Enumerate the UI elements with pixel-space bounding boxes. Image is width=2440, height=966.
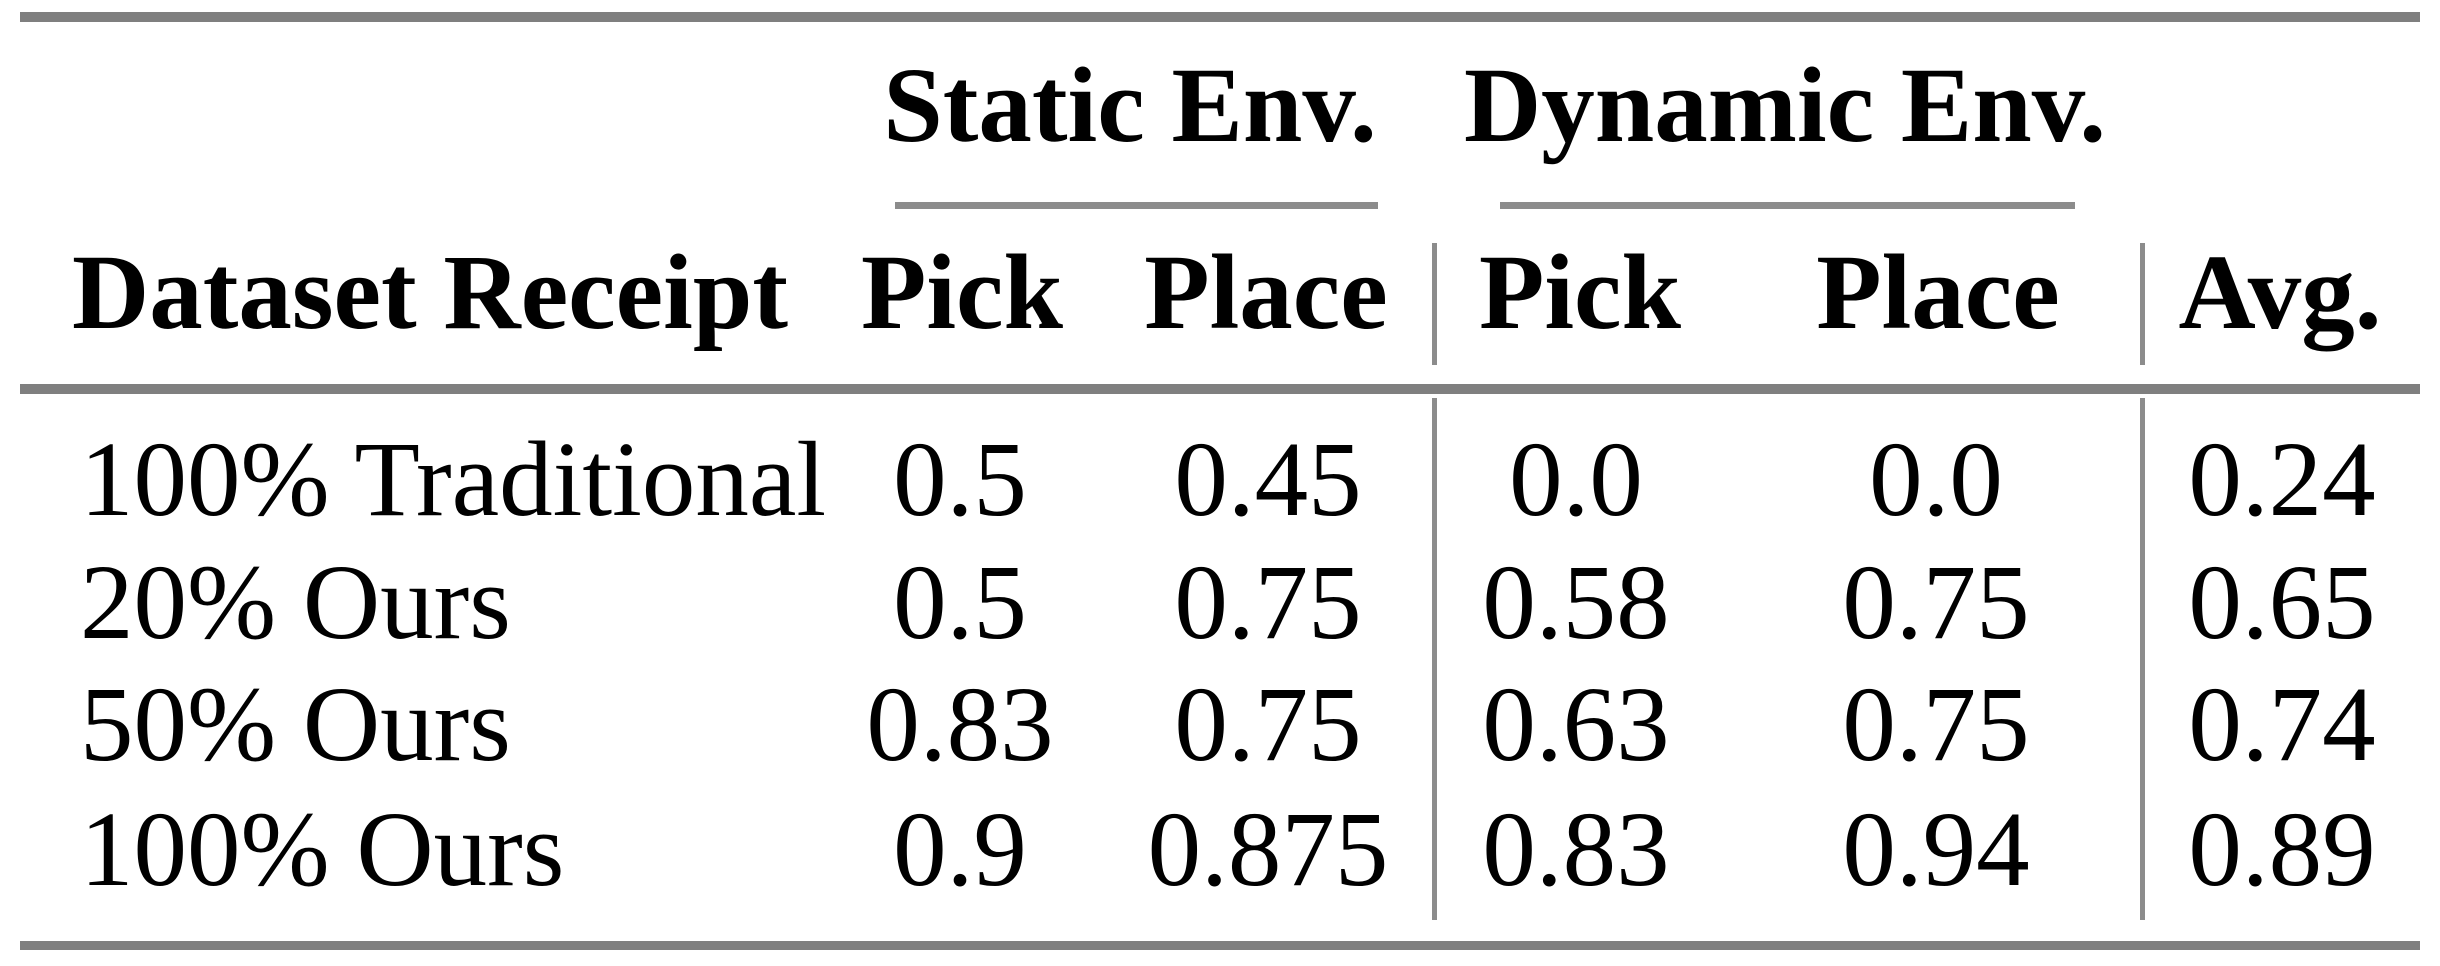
row-label: 20% Ours — [80, 544, 511, 662]
table-cell: 0.75 — [1174, 544, 1362, 662]
table-cell: 0.75 — [1842, 544, 2030, 662]
col-group-dynamic-env: Dynamic Env. — [1463, 47, 2107, 165]
row-label: 100% Ours — [80, 791, 565, 909]
vertical-separator-2-body — [2140, 398, 2145, 920]
table-cell: 0.0 — [1509, 421, 1643, 539]
table-cell: 0.5 — [893, 544, 1027, 662]
table-cell: 0.83 — [866, 666, 1054, 784]
table-cell: 0.83 — [1482, 791, 1670, 909]
row-label: 100% Traditional — [80, 421, 827, 539]
col-header-static-place: Place — [1144, 234, 1388, 352]
top-rule — [20, 12, 2420, 22]
dynamic-env-cmidrule — [1500, 202, 2075, 209]
table-cell: 0.94 — [1842, 791, 2030, 909]
table-cell: 0.5 — [893, 421, 1027, 539]
col-header-avg: Avg. — [2178, 234, 2382, 352]
col-header-dataset-receipt: Dataset Receipt — [72, 234, 789, 352]
table-cell: 0.45 — [1174, 421, 1362, 539]
table-cell: 0.0 — [1869, 421, 2003, 539]
table-cell: 0.75 — [1842, 666, 2030, 784]
table-cell: 0.89 — [2188, 791, 2376, 909]
col-header-dynamic-place: Place — [1816, 234, 2060, 352]
row-label: 50% Ours — [80, 666, 511, 784]
col-header-static-pick: Pick — [860, 234, 1064, 352]
table-cell: 0.24 — [2188, 421, 2376, 539]
table-cell: 0.9 — [893, 791, 1027, 909]
static-env-cmidrule — [895, 202, 1378, 209]
col-header-dynamic-pick: Pick — [1478, 234, 1682, 352]
table-cell: 0.75 — [1174, 666, 1362, 784]
bottom-rule — [20, 941, 2420, 950]
table-cell: 0.65 — [2188, 544, 2376, 662]
table-cell: 0.58 — [1482, 544, 1670, 662]
col-group-static-env: Static Env. — [883, 47, 1377, 165]
vertical-separator-2-header — [2140, 243, 2145, 365]
table-cell: 0.63 — [1482, 666, 1670, 784]
table-cell: 0.74 — [2188, 666, 2376, 784]
vertical-separator-1-header — [1432, 243, 1437, 365]
table-cell: 0.875 — [1147, 791, 1389, 909]
header-rule — [20, 384, 2420, 394]
vertical-separator-1-body — [1432, 398, 1437, 920]
